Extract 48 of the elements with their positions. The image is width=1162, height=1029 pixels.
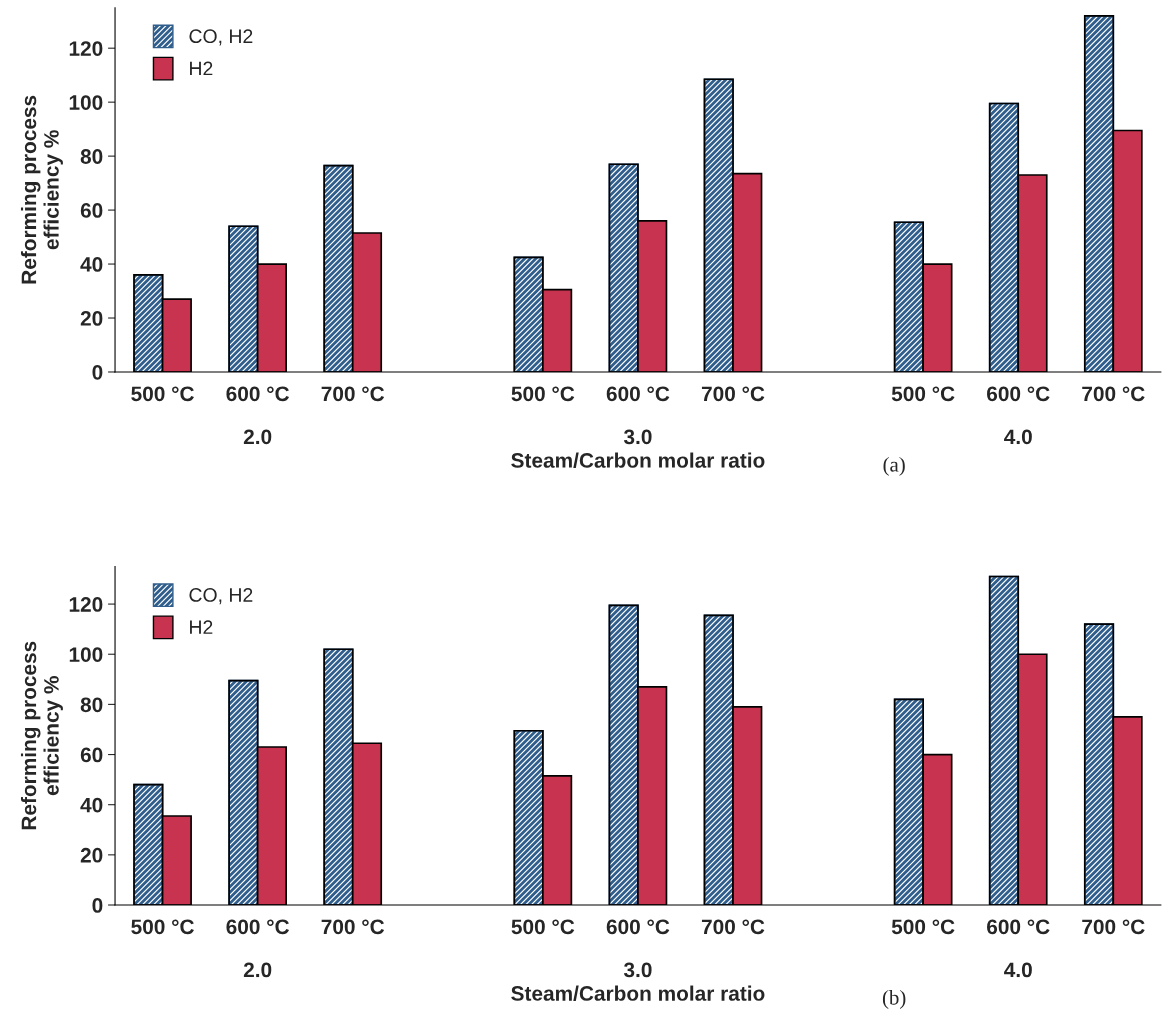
x-tick-label: 500 °C [891, 919, 955, 935]
x-tick-label: 600 °C [987, 919, 1050, 935]
y-tick-label: 0 [92, 364, 103, 380]
text: 2.0 [243, 962, 272, 978]
y-tick-label: 100 [69, 647, 103, 662]
text: 3.0 [623, 429, 652, 445]
y-tick-label: 20 [80, 311, 103, 326]
text: 4.0 [1004, 429, 1032, 445]
x-tick-label: 700 °C [1082, 386, 1145, 402]
text: 2.0 [243, 429, 272, 445]
x-tick-label: 500 °C [131, 386, 194, 402]
x-tick-label: 600 °C [606, 386, 670, 402]
text: 3.0 [623, 962, 652, 978]
y-tick-label: 60 [80, 203, 103, 218]
legend-label: H2 [190, 61, 213, 76]
y-axis-title: Reforming process efficiency % [20, 95, 63, 284]
x-tick-label: 500 °C [131, 919, 194, 935]
x-tick-label: 700 °C [701, 386, 765, 402]
y-tick-label: 120 [69, 41, 103, 56]
x-axis-title: Steam/Carbon molar ratio [511, 985, 765, 1002]
legend-label: CO, H2 [189, 588, 253, 605]
legend-label: H2 [190, 620, 213, 634]
y-tick-label: 60 [80, 747, 103, 763]
text: (a) [883, 456, 905, 476]
text: (b) [882, 990, 906, 1009]
x-tick-label: 500 °C [891, 386, 955, 402]
x-tick-label: 500 °C [511, 386, 575, 402]
y-axis-title: Reforming process efficiency % [20, 641, 63, 830]
text: 4.0 [1004, 962, 1032, 978]
y-tick-label: 120 [69, 597, 103, 612]
y-tick-label: 80 [80, 697, 103, 713]
x-tick-label: 700 °C [321, 386, 385, 402]
x-tick-label: 600 °C [226, 919, 290, 935]
y-tick-label: 20 [80, 847, 103, 863]
x-tick-label: 600 °C [226, 386, 290, 402]
x-tick-label: 700 °C [1082, 919, 1145, 935]
y-tick-label: 40 [80, 257, 103, 272]
x-axis-title: Steam/Carbon molar ratio [511, 452, 765, 469]
x-tick-label: 700 °C [321, 919, 385, 935]
x-tick-label: 600 °C [987, 386, 1050, 402]
x-tick-label: 600 °C [606, 919, 670, 935]
y-tick-label: 0 [92, 898, 103, 913]
legend-label: CO, H2 [189, 29, 253, 46]
x-tick-label: 700 °C [701, 919, 765, 935]
y-tick-label: 100 [69, 95, 103, 110]
y-tick-label: 80 [80, 149, 103, 164]
y-tick-label: 40 [80, 797, 103, 813]
x-tick-label: 500 °C [511, 919, 575, 935]
